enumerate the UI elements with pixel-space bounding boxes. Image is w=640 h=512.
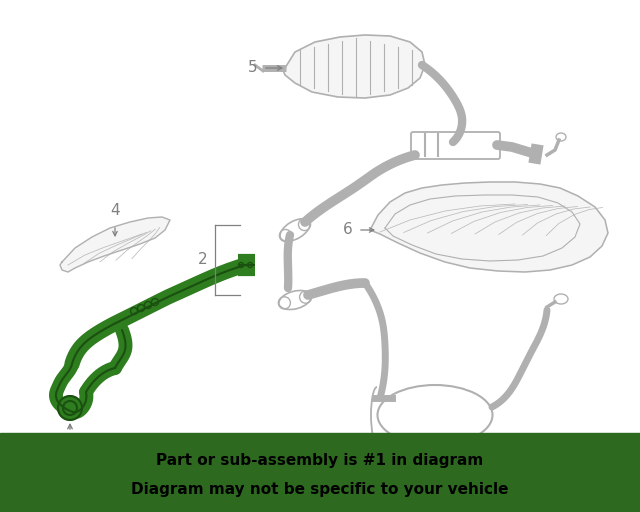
Text: 4: 4 [110, 203, 120, 218]
Text: 3: 3 [430, 471, 440, 486]
Polygon shape [60, 217, 170, 272]
Text: Part or sub-assembly is #1 in diagram: Part or sub-assembly is #1 in diagram [156, 453, 484, 468]
Polygon shape [370, 182, 608, 272]
Circle shape [152, 298, 159, 306]
Circle shape [145, 302, 152, 309]
Circle shape [58, 396, 82, 420]
Text: Diagram may not be specific to your vehicle: Diagram may not be specific to your vehi… [131, 482, 509, 497]
Circle shape [138, 305, 145, 311]
Circle shape [131, 308, 138, 314]
Text: 1: 1 [65, 440, 75, 455]
Text: 5: 5 [248, 60, 258, 75]
Polygon shape [283, 35, 425, 98]
Bar [0, 433, 640, 512]
Circle shape [63, 401, 77, 415]
Text: 6: 6 [343, 223, 353, 238]
Text: 2: 2 [198, 252, 208, 267]
